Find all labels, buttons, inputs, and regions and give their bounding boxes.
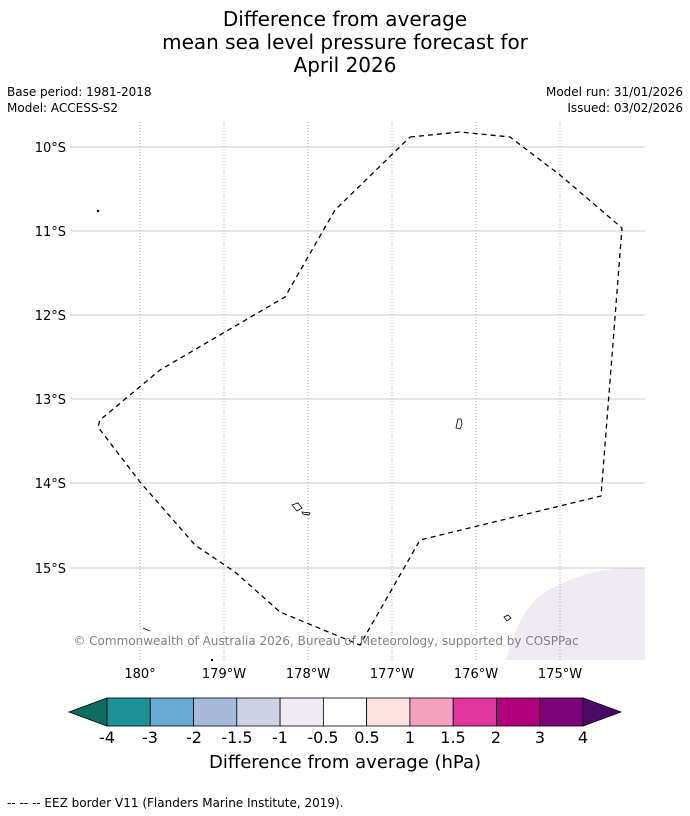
colorbar-segment-3: [236, 697, 281, 727]
cbar-tick-3: -1.5: [221, 728, 252, 747]
colorbar-segment-9: [496, 697, 541, 727]
colorbar-segment-7: [409, 697, 454, 727]
base-period: Base period: 1981-2018: [7, 85, 152, 99]
island-3: [291, 502, 303, 512]
colorbar-label: Difference from average (hPa): [208, 752, 482, 773]
title-line-2: mean sea level pressure forecast for: [162, 30, 528, 54]
meta-left: Base period: 1981-2018 Model: ACCESS-S2: [7, 84, 152, 116]
cbar-tick-10: 3: [535, 728, 545, 747]
island-4: [301, 511, 311, 516]
copyright-text: © Commonwealth of Australia 2026, Bureau…: [73, 634, 578, 648]
longitude-gridlines: [139, 122, 561, 660]
colorbar-segment-0: [106, 697, 151, 727]
anomaly-shading: [506, 568, 645, 660]
lat-label-13s: 13°S: [35, 393, 66, 408]
cbar-tick-11: 4: [578, 728, 588, 747]
lat-label-12s: 12°S: [35, 309, 66, 324]
lon-label-175w: 175°W: [538, 667, 582, 682]
title-line-1: Difference from average: [222, 7, 468, 31]
eez-border: [97, 131, 623, 646]
lon-label-176w: 176°W: [454, 667, 498, 682]
colorbar-segment-10: [539, 697, 584, 727]
cbar-tick-6: 0.5: [354, 728, 379, 747]
lat-label-11s: 11°S: [35, 225, 66, 240]
island-dot-7: [210, 658, 214, 662]
colorbar-segment-2: [193, 697, 238, 727]
cbar-tick-9: 2: [491, 728, 501, 747]
meta-right: Model run: 31/01/2026 Issued: 03/02/2026: [546, 84, 683, 116]
eez-footnote: -- -- -- EEZ border V11 (Flanders Marine…: [7, 796, 344, 810]
colorbar-tick-labels: -4 -3 -2 -1.5 -1 -0.5 0.5 1 1.5 2 3 4: [99, 728, 588, 747]
island-5: [503, 614, 512, 622]
cbar-tick-0: -4: [99, 728, 115, 747]
model-run: Model run: 31/01/2026: [545, 85, 683, 99]
lon-label-177w: 177°W: [370, 667, 414, 682]
lon-label-178w: 178°W: [286, 667, 330, 682]
latitude-gridlines: [70, 146, 645, 569]
cbar-tick-4: -1: [272, 728, 288, 747]
colorbar-under-arrow: [67, 697, 108, 727]
model-name: Model: ACCESS-S2: [7, 101, 119, 115]
issued-date: Issued: 03/02/2026: [567, 101, 683, 115]
cbar-tick-1: -3: [142, 728, 158, 747]
map-title: Difference from average mean sea level p…: [0, 8, 690, 77]
lon-label-180: 180°: [124, 667, 155, 682]
cbar-tick-2: -2: [186, 728, 202, 747]
title-line-3: April 2026: [293, 53, 397, 77]
islands: [96, 209, 512, 662]
colorbar-over-arrow: [582, 697, 623, 727]
latitude-labels: 10°S 11°S 12°S 13°S 14°S 15°S: [35, 141, 66, 577]
cbar-tick-8: 1.5: [440, 728, 465, 747]
colorbar: [67, 697, 623, 727]
lat-label-10s: 10°S: [35, 141, 66, 156]
lat-label-15s: 15°S: [35, 562, 66, 577]
island-dot-1: [96, 209, 100, 213]
colorbar-segment-6: [366, 697, 411, 727]
colorbar-segment-8: [452, 697, 497, 727]
island-6: [142, 627, 151, 632]
colorbar-segment-4: [279, 697, 324, 727]
lat-label-14s: 14°S: [35, 477, 66, 492]
lon-label-179w: 179°W: [202, 667, 246, 682]
cbar-tick-5: -0.5: [307, 728, 338, 747]
colorbar-segment-1: [149, 697, 194, 727]
cbar-tick-7: 1: [405, 728, 415, 747]
island-2: [455, 418, 463, 430]
colorbar-segment-5: [322, 697, 368, 727]
longitude-labels: 180° 179°W 178°W 177°W 176°W 175°W: [124, 667, 582, 682]
